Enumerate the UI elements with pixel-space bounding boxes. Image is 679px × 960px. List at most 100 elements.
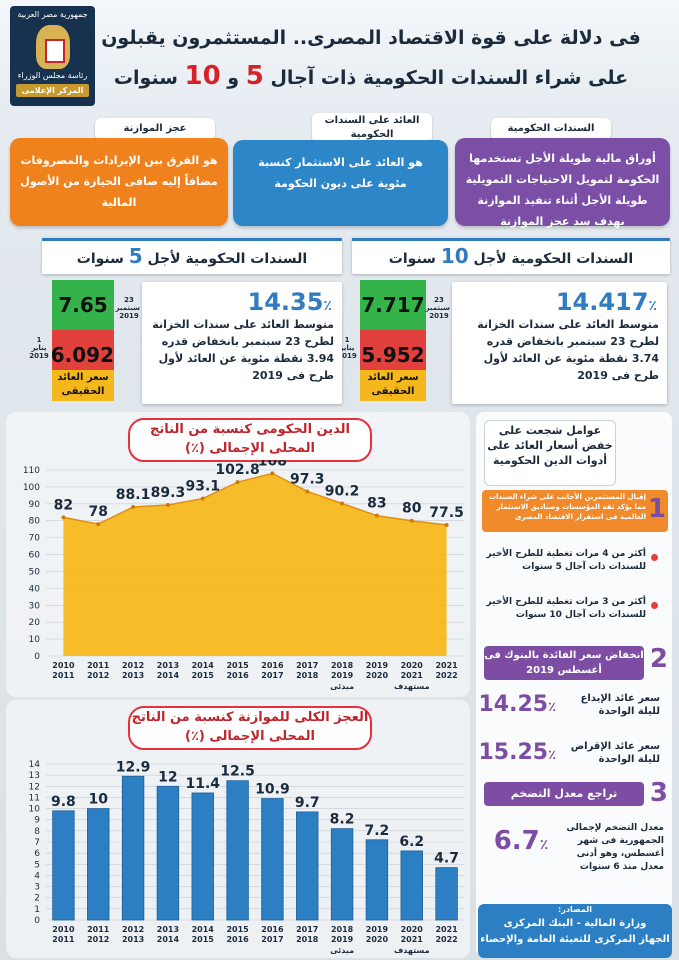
y-tick-label: 9 <box>34 816 40 826</box>
y-tick-label: 13 <box>29 771 40 781</box>
x-tick-label: 2011 <box>87 925 110 934</box>
sources-title: المصادر: <box>558 905 592 914</box>
bond-10y-avg: 14.417 <box>555 288 649 316</box>
def-body-yield: هو العائد على الاستثمار كنسبة مئوية على … <box>233 140 448 226</box>
eagle-emblem-icon <box>35 25 70 69</box>
factor1-text: إقبال المستثمرين الأجانب على شراء السندا… <box>488 493 646 521</box>
x-tick-label: 2021 <box>401 935 424 944</box>
data-point <box>96 522 101 527</box>
factor2-number: 2 <box>649 644 668 674</box>
deficit-bar <box>226 780 249 921</box>
x-tick-label: 2018 <box>331 661 354 670</box>
main-title-line1: فى دلالة على قوة الاقتصاد المصرى.. المست… <box>101 27 641 49</box>
bond-5y-text: متوسط العائد على سندات الخزانة لطرح 23 س… <box>152 318 334 382</box>
x-tick-label: 2010 <box>52 661 75 670</box>
data-label: 83 <box>367 496 386 512</box>
data-label: 10.9 <box>255 782 290 798</box>
x-tick-label: 2015 <box>226 661 249 670</box>
x-tick-label: 2015 <box>226 925 249 934</box>
x-tick-label: 2019 <box>331 935 354 944</box>
bond-10y-real-rate: 7.717 5.952 <box>360 280 426 380</box>
data-label: 108 <box>258 460 287 469</box>
y-tick-label: 7 <box>34 838 40 848</box>
x-tick-label: 2014 <box>157 671 180 680</box>
deficit-bar <box>330 828 354 921</box>
y-tick-label: 14 <box>29 760 41 770</box>
y-tick-label: 0 <box>34 652 40 662</box>
y-tick-label: 4 <box>34 871 40 881</box>
factor3-number: 3 <box>649 778 668 808</box>
x-tick-label: 2015 <box>192 935 215 944</box>
x-tick-label: 2017 <box>296 661 318 670</box>
data-label: 9.8 <box>51 794 76 810</box>
x-tick-label: 2021 <box>435 925 458 934</box>
data-point <box>235 480 240 485</box>
factor2-value1: 14.25٪ <box>478 692 556 717</box>
data-label: 90.2 <box>325 483 360 499</box>
x-tick-label: 2020 <box>401 661 424 670</box>
bond-5y-avg: 14.35 <box>247 288 324 316</box>
data-point <box>200 496 205 501</box>
annotation-target: مستهدف <box>394 682 430 691</box>
debt-chart: 0 10 20 30 40 50 60 70 80 90 100 110 82 78 88.1 89.3 93.… <box>23 460 464 691</box>
def-body-deficit: هو الفرق بين الإيرادات والمصروفات مضافاً… <box>10 138 228 226</box>
y-tick-label: 8 <box>34 827 40 837</box>
sources-line1: وزارة المالية - البنك المركزى <box>503 918 647 929</box>
data-label: 80 <box>402 501 422 517</box>
y-tick-label: 2 <box>34 894 40 904</box>
deficit-bar <box>191 792 214 921</box>
bond-5y-date-low: 1 يناير 2019 <box>29 336 49 360</box>
deficit-bar <box>121 775 145 921</box>
x-tick-label: 2016 <box>226 935 249 944</box>
data-label: 4.7 <box>434 851 459 867</box>
deficit-bar <box>296 811 319 921</box>
data-point <box>444 522 449 527</box>
x-tick-label: 2021 <box>435 661 458 670</box>
factor3-banner: تراجع معدل التضخم <box>484 782 644 806</box>
y-tick-label: 100 <box>23 483 40 493</box>
data-label: 89.3 <box>151 485 186 501</box>
y-tick-label: 10 <box>29 635 41 645</box>
cabinet-logo: جمهورية مصر العربية رئاسة مجلس الوزراء ا… <box>10 6 95 106</box>
data-point <box>61 515 66 520</box>
bond-5y-real-label: سعر العائد الحقيقى <box>52 370 114 401</box>
x-tick-label: 2012 <box>122 661 144 670</box>
bond-5y-date-high: 23 سبتمبر 2019 <box>115 296 140 320</box>
x-tick-label: 2016 <box>261 661 284 670</box>
data-label: 12 <box>158 769 177 785</box>
x-tick-label: 2010 <box>52 925 75 934</box>
data-label: 78 <box>89 504 108 520</box>
y-tick-label: 90 <box>29 500 41 510</box>
factor2-value2: 15.25٪ <box>478 740 556 765</box>
factor1-bullet2: أكثر من 3 مرات تغطية للطرح الأخير للسندا… <box>486 597 646 620</box>
deficit-bar <box>435 867 458 921</box>
x-tick-label: 2017 <box>296 925 318 934</box>
x-tick-label: 2012 <box>87 935 109 944</box>
factor1-banner: إقبال المستثمرين الأجانب على شراء السندا… <box>482 490 668 532</box>
data-label: 7.2 <box>365 823 390 839</box>
deficit-bar <box>156 785 180 921</box>
x-tick-label: 2011 <box>52 671 75 680</box>
data-point <box>409 518 414 523</box>
bond-10y-date-high: 23 سبتمبر 2019 <box>425 296 450 320</box>
bond-10y-real-high: 7.717 <box>360 280 426 330</box>
y-tick-label: 50 <box>29 567 41 577</box>
y-tick-label: 5 <box>34 860 40 870</box>
deficit-bar <box>400 850 423 921</box>
data-label: 6.2 <box>399 834 424 850</box>
factors-title: عوامل شجعت على خفض أسعار العائد على أدوا… <box>484 420 616 486</box>
factor2-banner: انخفاض سعر الفائدة بالبنوك فى أغسطس 2019 <box>484 646 644 680</box>
data-point <box>270 471 275 476</box>
x-tick-label: 2011 <box>52 935 75 944</box>
factor2-label1: سعر عائد الإيداع لليلة الواحدة <box>580 693 660 717</box>
factor3-value: 6.7٪ <box>493 826 549 856</box>
factor2-label2: سعر عائد الإقراض لليلة الواحدة <box>570 741 660 765</box>
logo-top-text: جمهورية مصر العربية <box>17 10 88 19</box>
data-point <box>131 505 136 510</box>
bond-5y-real-high: 7.65 <box>52 280 114 330</box>
x-tick-label: 2020 <box>366 935 389 944</box>
x-tick-label: 2017 <box>261 935 283 944</box>
bond-10y-date-low: 1 يناير 2019 <box>337 336 357 360</box>
x-tick-label: 2018 <box>296 935 319 944</box>
